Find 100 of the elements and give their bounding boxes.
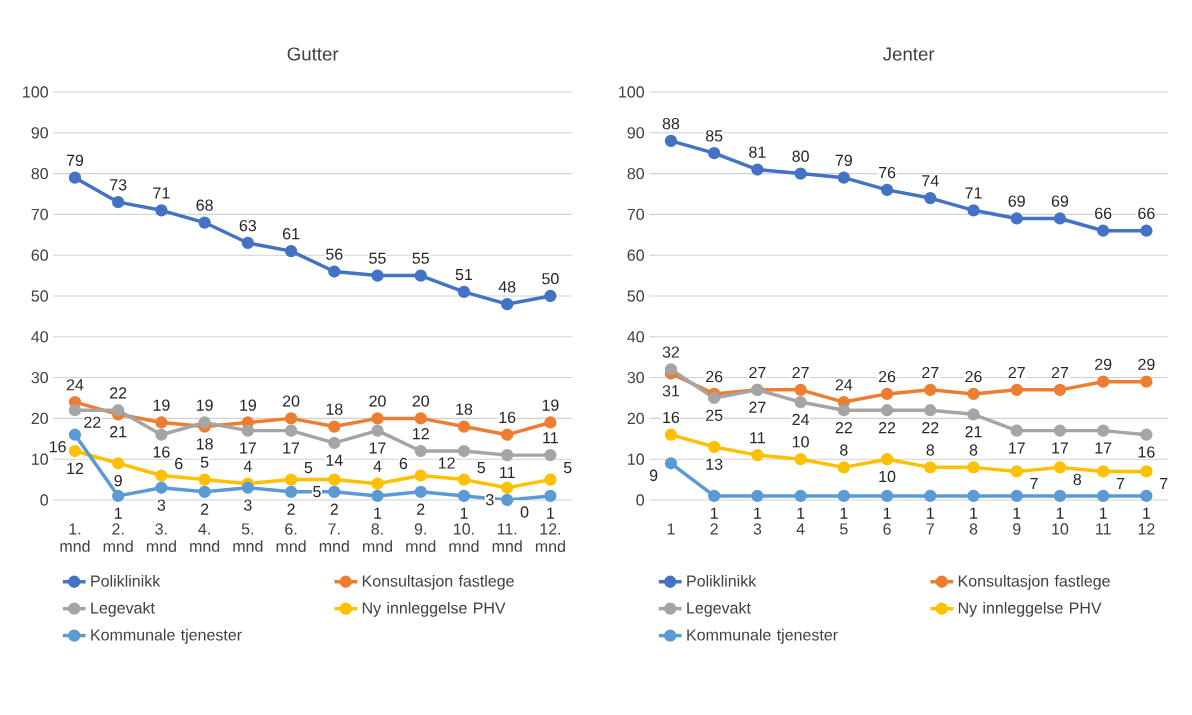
legend-label: Konsultasjon fastlege xyxy=(958,575,1110,591)
y-tick-label: 20 xyxy=(31,412,49,425)
chart-title: Gutter xyxy=(287,47,339,61)
x-tick-label: 1. mnd xyxy=(60,523,90,553)
data-label: 13 xyxy=(706,458,723,471)
data-label: 69 xyxy=(1051,195,1069,207)
data-label: 5 xyxy=(313,486,321,498)
data-label: 11 xyxy=(543,432,558,444)
y-tick-label: 10 xyxy=(32,453,49,466)
data-label: 16 xyxy=(153,446,170,458)
data-label: 17 xyxy=(1052,442,1069,454)
x-tick-label: 1 xyxy=(667,523,675,535)
x-tick-label: 3. mnd xyxy=(146,523,176,553)
data-label: 12 xyxy=(67,462,84,475)
data-label: 22 xyxy=(835,422,852,434)
data-label: 8 xyxy=(840,444,848,456)
x-tick-label: 12 xyxy=(1138,523,1155,535)
data-label: 29 xyxy=(1138,358,1155,371)
data-label: 27 xyxy=(749,367,766,379)
x-tick-label: 9. mnd xyxy=(406,523,436,553)
data-label: 69 xyxy=(1008,195,1025,207)
data-label: 20 xyxy=(369,395,386,407)
data-label: 11 xyxy=(500,467,515,479)
data-label: 2 xyxy=(417,503,425,515)
data-label: 18 xyxy=(196,438,213,450)
data-label: 11 xyxy=(750,432,765,444)
data-label: 7 xyxy=(1116,478,1125,490)
data-label: 12 xyxy=(413,428,429,440)
data-label: 3 xyxy=(486,494,494,506)
data-label: 27 xyxy=(922,367,939,379)
data-label: 81 xyxy=(749,146,766,159)
x-tick-label: 12. mnd xyxy=(535,523,565,553)
data-label: 19 xyxy=(196,399,213,411)
data-label: 22 xyxy=(110,387,127,399)
y-tick-label: 80 xyxy=(31,168,49,180)
data-label: 55 xyxy=(369,252,386,264)
data-label: 24 xyxy=(66,379,84,391)
data-label: 48 xyxy=(498,281,516,293)
x-tick-label: 9 xyxy=(1013,523,1021,535)
data-label: 20 xyxy=(412,395,430,407)
x-tick-label: 6 xyxy=(883,523,891,535)
data-label: 21 xyxy=(965,426,982,438)
data-label: 1 xyxy=(970,507,978,519)
x-tick-label: 5. mnd xyxy=(233,523,263,553)
x-tick-label: 11. mnd xyxy=(492,523,522,553)
data-label: 71 xyxy=(153,187,170,199)
data-label: 22 xyxy=(878,422,896,434)
data-label: 14 xyxy=(326,454,343,466)
data-label: 26 xyxy=(878,371,896,383)
data-label: 26 xyxy=(965,371,982,383)
data-label: 0 xyxy=(520,506,529,518)
data-label: 9 xyxy=(114,475,122,487)
y-tick-label: 100 xyxy=(23,86,49,98)
data-label: 17 xyxy=(1095,442,1112,454)
data-label: 27 xyxy=(792,367,809,379)
data-label: 19 xyxy=(153,399,170,411)
y-tick-label: 0 xyxy=(40,494,49,506)
data-label: 5 xyxy=(304,462,313,474)
data-label: 1 xyxy=(114,507,122,519)
data-label: 18 xyxy=(326,403,343,416)
data-label: 25 xyxy=(706,409,723,422)
x-tick-label: 4. mnd xyxy=(190,523,220,553)
data-label: 21 xyxy=(110,426,127,438)
data-label: 20 xyxy=(282,395,300,407)
data-label: 1 xyxy=(547,507,555,519)
data-label: 76 xyxy=(878,167,896,179)
data-label: 16 xyxy=(499,411,516,424)
data-label: 22 xyxy=(84,416,101,428)
y-tick-label: 90 xyxy=(31,127,49,139)
data-label: 56 xyxy=(326,248,343,260)
data-label: 88 xyxy=(662,118,680,130)
data-label: 29 xyxy=(1095,358,1112,371)
data-label: 22 xyxy=(922,422,939,434)
y-tick-label: 20 xyxy=(627,412,645,425)
data-label: 24 xyxy=(835,379,853,391)
data-label: 31 xyxy=(662,385,680,397)
data-label: 79 xyxy=(66,154,84,167)
data-label: 51 xyxy=(455,269,473,281)
data-label: 2 xyxy=(200,503,209,515)
x-tick-label: 5 xyxy=(840,523,848,535)
legend-label: Kommunale tjenester xyxy=(91,628,242,644)
data-label: 1 xyxy=(460,507,468,519)
data-label: 55 xyxy=(412,252,429,264)
x-tick-label: 11 xyxy=(1096,523,1111,535)
data-label: 17 xyxy=(283,442,300,454)
data-label: 24 xyxy=(792,414,810,426)
data-label: 2 xyxy=(330,503,338,515)
data-label: 16 xyxy=(663,411,680,424)
x-tick-label: 8. mnd xyxy=(363,523,393,553)
data-label: 1 xyxy=(1099,507,1107,519)
legend-label: Kommunale tjenester xyxy=(687,628,838,644)
y-tick-label: 70 xyxy=(627,208,645,221)
data-label: 8 xyxy=(969,444,978,456)
data-label: 74 xyxy=(922,175,939,187)
data-label: 1 xyxy=(1013,507,1021,519)
data-label: 1 xyxy=(927,507,934,519)
data-label: 27 xyxy=(749,401,766,413)
data-label: 1 xyxy=(1056,507,1064,519)
data-label: 1 xyxy=(754,507,762,519)
y-tick-label: 70 xyxy=(31,208,49,221)
